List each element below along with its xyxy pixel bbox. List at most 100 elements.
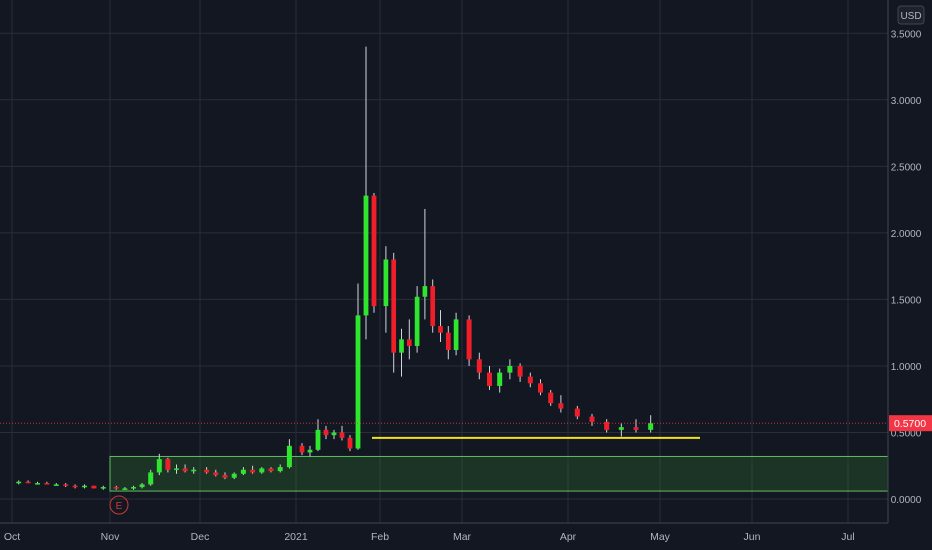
candle[interactable] [35, 481, 40, 485]
candle[interactable] [204, 467, 210, 474]
candle[interactable] [604, 419, 610, 433]
candle-body [618, 427, 624, 430]
candle[interactable] [487, 365, 492, 390]
candle-body [222, 475, 228, 478]
candle-body [240, 469, 246, 474]
candle[interactable] [174, 464, 179, 474]
candle[interactable] [548, 389, 554, 406]
candle-body [538, 383, 543, 393]
candle[interactable] [527, 372, 533, 388]
candle[interactable] [476, 352, 482, 380]
candle[interactable] [497, 368, 503, 393]
candle[interactable] [113, 485, 119, 490]
candle[interactable] [406, 319, 412, 360]
candle[interactable] [618, 423, 624, 437]
candle-body [231, 473, 237, 478]
candle[interactable] [286, 439, 292, 469]
candle[interactable] [315, 419, 321, 452]
candle[interactable] [414, 286, 420, 353]
candle[interactable] [648, 415, 654, 433]
x-tick-label: Feb [371, 531, 389, 543]
candle-body [438, 326, 443, 333]
earnings-marker[interactable]: E [109, 495, 129, 515]
y-axis[interactable]: 0.0000 0.5000 1.0000 1.5000 2.0000 2.5000 3.00… [891, 29, 922, 506]
candle[interactable] [156, 453, 162, 476]
candle[interactable] [122, 487, 128, 490]
x-tick-label: Jul [841, 531, 854, 543]
candle[interactable] [507, 359, 513, 380]
candle[interactable] [438, 310, 443, 343]
candle[interactable] [139, 483, 145, 489]
candle[interactable] [347, 435, 353, 452]
candle[interactable] [277, 464, 283, 473]
candle[interactable] [231, 472, 237, 480]
candle[interactable] [517, 363, 523, 382]
candle[interactable] [63, 483, 69, 488]
candle-body [182, 468, 188, 472]
candle[interactable] [148, 469, 154, 486]
candle[interactable] [383, 246, 389, 333]
candle[interactable] [16, 480, 22, 485]
earnings-marker-label: E [116, 501, 123, 512]
candle[interactable] [131, 485, 136, 490]
candle[interactable] [399, 328, 404, 377]
candle-body [82, 485, 87, 488]
candle[interactable] [268, 467, 274, 473]
candle[interactable] [558, 395, 564, 413]
candle-body [589, 416, 595, 422]
candle[interactable] [538, 379, 543, 396]
x-tick-label: Nov [101, 531, 120, 543]
x-tick-label: Apr [560, 531, 577, 543]
candle[interactable] [323, 425, 329, 440]
candle[interactable] [191, 467, 197, 474]
y-tick-label: 2.0000 [891, 229, 922, 240]
candle[interactable] [445, 326, 451, 360]
candle[interactable] [299, 443, 305, 456]
x-tick-label: May [650, 531, 671, 543]
candle[interactable] [574, 405, 580, 420]
candle-body [191, 469, 197, 472]
y-tick-label: 3.5000 [891, 29, 922, 40]
candle[interactable] [100, 485, 106, 490]
candle[interactable] [633, 419, 639, 433]
candle[interactable] [165, 457, 171, 473]
candle[interactable] [422, 208, 428, 320]
currency-button[interactable]: USD [897, 5, 925, 25]
candle-body [507, 365, 513, 373]
candle[interactable] [213, 469, 219, 477]
candle[interactable] [589, 413, 595, 426]
candle-body [371, 195, 377, 307]
candle-body [259, 468, 265, 473]
candle[interactable] [355, 283, 361, 450]
candle[interactable] [339, 425, 345, 441]
candle[interactable] [430, 279, 436, 333]
candle[interactable] [371, 192, 377, 313]
candle[interactable] [307, 445, 313, 457]
candle[interactable] [259, 467, 265, 474]
candle-body [422, 286, 428, 297]
candle[interactable] [363, 46, 369, 340]
candle[interactable] [240, 467, 246, 476]
candle-body [604, 421, 610, 430]
candle[interactable] [25, 480, 31, 484]
candle[interactable] [453, 312, 459, 356]
candle[interactable] [72, 484, 78, 489]
candle[interactable] [250, 465, 256, 474]
candle-body [548, 392, 554, 404]
candle[interactable] [391, 252, 397, 373]
candle[interactable] [182, 464, 188, 473]
candle-body [299, 445, 305, 453]
x-axis[interactable]: Oct Nov Dec 2021 Feb Mar Apr May Jun Jul [4, 531, 855, 543]
candlestick-series[interactable] [16, 46, 654, 490]
candle[interactable] [82, 484, 87, 489]
accumulation-zone-box [109, 455, 889, 492]
candle[interactable] [91, 485, 97, 489]
candle[interactable] [466, 315, 472, 366]
candle-body [517, 365, 523, 377]
candle[interactable] [331, 429, 337, 440]
candle[interactable] [222, 472, 228, 480]
candle[interactable] [53, 483, 59, 486]
candle[interactable] [44, 481, 50, 485]
candle-body [347, 437, 353, 449]
